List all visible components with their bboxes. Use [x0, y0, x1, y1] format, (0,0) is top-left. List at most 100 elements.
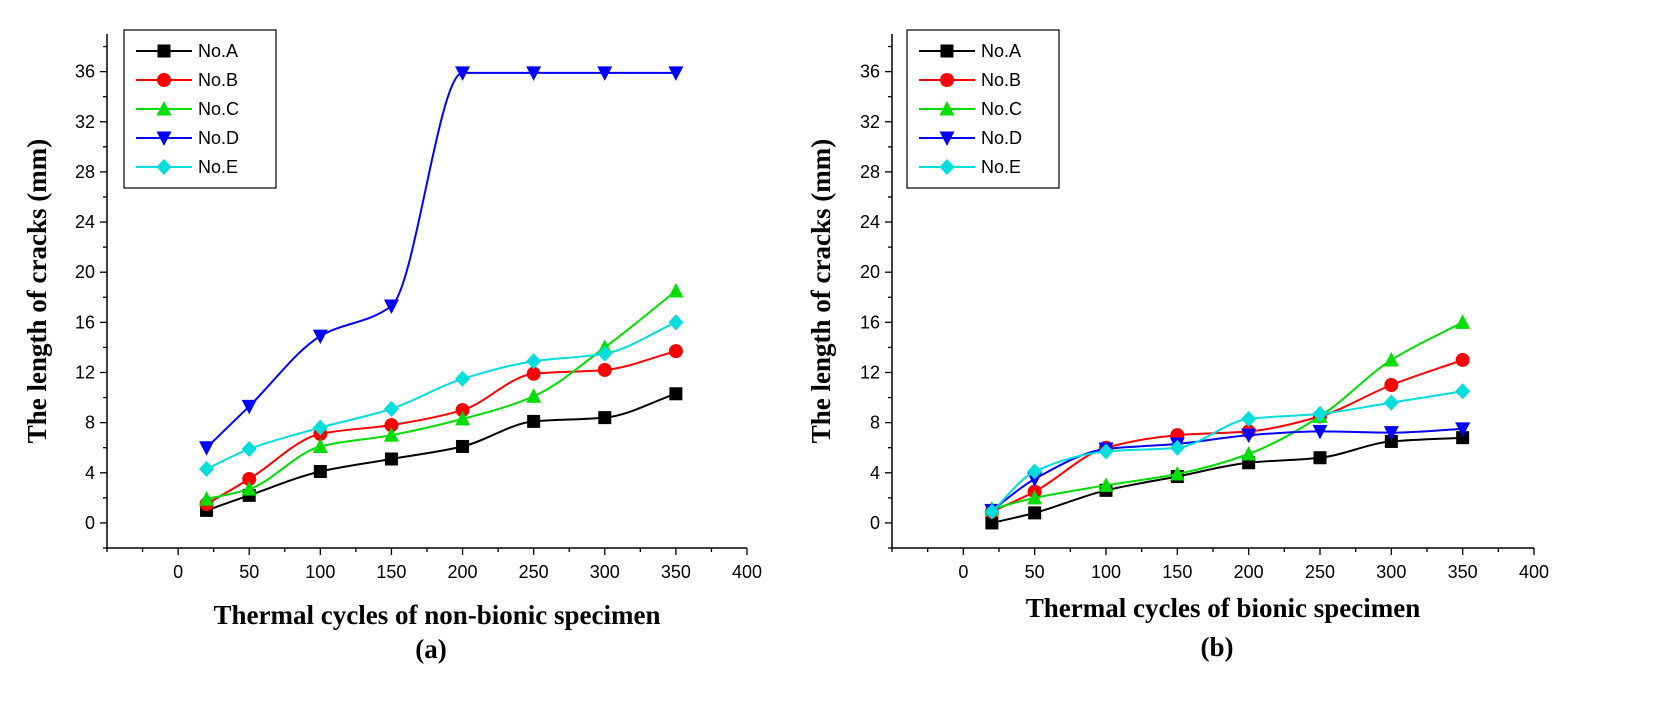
- data-point-no-e: [526, 353, 542, 370]
- data-point-no-a: [1456, 431, 1470, 445]
- data-point-no-b: [668, 344, 683, 359]
- legend-marker-no-e: [939, 159, 955, 175]
- series-line-no-d: [205, 71, 676, 449]
- x-tick-label: 0: [958, 562, 968, 582]
- data-point-no-c: [455, 410, 471, 426]
- data-point-no-c: [668, 283, 684, 298]
- y-axis-title: The length of cracks (mm): [806, 139, 836, 443]
- data-point-no-c: [199, 491, 215, 506]
- data-point-no-b: [455, 403, 470, 418]
- data-point-no-d: [199, 441, 215, 456]
- series-no-c: [984, 314, 1471, 516]
- legend-marker-no-b: [157, 73, 171, 87]
- data-point-no-b: [597, 362, 612, 377]
- legend-label-no-c: No.C: [198, 99, 239, 119]
- legend-label-no-e: No.E: [198, 157, 238, 177]
- legend-label-no-a: No.A: [981, 41, 1021, 61]
- data-point-no-d: [1455, 422, 1471, 437]
- data-point-no-a: [384, 452, 398, 466]
- data-point-no-e: [1312, 405, 1328, 422]
- data-point-no-a: [1313, 451, 1327, 465]
- legend-label-no-e: No.E: [981, 157, 1021, 177]
- legend-label-no-b: No.B: [198, 70, 238, 90]
- x-tick-label: 300: [1376, 562, 1406, 582]
- series-line-no-d: [991, 427, 1463, 512]
- series-line-no-b: [206, 350, 677, 505]
- x-tick-label: 0: [173, 562, 183, 582]
- data-point-no-d: [383, 299, 399, 315]
- data-point-no-c: [526, 388, 542, 403]
- data-point-no-e: [1169, 439, 1185, 456]
- data-point-no-c: [241, 481, 257, 496]
- y-tick-label: 8: [85, 413, 95, 433]
- legend-marker-no-c: [156, 101, 172, 116]
- series-line-no-e: [991, 390, 1463, 513]
- data-point-no-a: [598, 411, 612, 425]
- data-point-no-e: [312, 419, 328, 436]
- data-point-no-c: [383, 427, 399, 442]
- x-tick-label: 350: [661, 562, 691, 582]
- data-point-no-b: [242, 472, 257, 487]
- x-tick-label: 50: [1025, 562, 1045, 582]
- x-tick-label: 250: [1305, 562, 1335, 582]
- data-point-no-a: [1028, 506, 1042, 520]
- data-point-no-e: [984, 503, 1000, 520]
- y-tick-label: 20: [860, 262, 880, 282]
- x-tick-label: 200: [448, 562, 478, 582]
- data-point-no-d: [1241, 428, 1257, 444]
- y-tick-label: 24: [860, 212, 880, 232]
- series-no-a: [985, 431, 1470, 530]
- series-no-e: [984, 383, 1471, 520]
- data-point-no-d: [597, 66, 613, 81]
- data-point-no-c: [312, 438, 328, 453]
- chart-panel-b: 0 4 8 12 16 20 24 28 32 36 0 50 100 150 200 250 300 350 40…: [806, 29, 1549, 662]
- x-tick-label: 400: [732, 562, 762, 582]
- legend-label-no-d: No.D: [981, 128, 1022, 148]
- y-tick-label: 36: [75, 62, 95, 82]
- legend-marker-no-a: [940, 44, 954, 58]
- x-tick-label: 50: [239, 562, 259, 582]
- data-point-no-d: [668, 66, 684, 81]
- y-tick-label: 20: [75, 262, 95, 282]
- x-tick-label: 400: [1519, 562, 1549, 582]
- legend-marker-no-d: [939, 131, 955, 146]
- data-point-no-a: [669, 387, 683, 401]
- y-tick-label: 28: [860, 162, 880, 182]
- series-no-e: [199, 314, 684, 478]
- data-point-no-e: [1241, 410, 1257, 427]
- data-point-no-b: [384, 418, 399, 433]
- data-point-no-a: [1384, 434, 1398, 448]
- data-point-no-e: [1027, 463, 1043, 480]
- legend: No.A No.B No.C No.D No.E: [123, 29, 277, 189]
- y-tick-label: 28: [75, 162, 95, 182]
- data-point-no-d: [455, 66, 471, 81]
- panel-label: (b): [1201, 632, 1234, 662]
- data-point-no-e: [1455, 383, 1471, 400]
- data-point-no-c: [1455, 314, 1471, 329]
- x-tick-label: 150: [376, 562, 406, 582]
- x-tick-label: 100: [1091, 562, 1121, 582]
- chart-panel-a: 0 4 8 12 16 20 24 28 32 36 0 50 100 150 200 250 300 350 40…: [22, 29, 762, 664]
- data-point-no-e: [1383, 394, 1399, 411]
- x-tick-label: 250: [519, 562, 549, 582]
- legend: No.A No.B No.C No.D No.E: [906, 29, 1060, 189]
- x-tick-label: 200: [1234, 562, 1264, 582]
- x-tick-label: 150: [1162, 562, 1192, 582]
- data-point-no-a: [527, 414, 541, 428]
- data-point-no-d: [241, 399, 257, 415]
- legend-marker-no-d: [156, 131, 172, 146]
- data-point-no-b: [526, 366, 541, 381]
- legend-label-no-d: No.D: [198, 128, 239, 148]
- y-tick-label: 0: [870, 513, 880, 533]
- y-tick-label: 12: [75, 362, 95, 382]
- data-point-no-a: [456, 439, 470, 453]
- legend-marker-no-c: [939, 101, 955, 116]
- legend-marker-no-e: [156, 159, 172, 175]
- data-point-no-e: [668, 314, 684, 331]
- legend-label-no-b: No.B: [981, 70, 1021, 90]
- legend-label-no-c: No.C: [981, 99, 1022, 119]
- x-tick-label: 350: [1448, 562, 1478, 582]
- x-axis-title: Thermal cycles of non-bionic specimen: [214, 600, 661, 630]
- data-point-no-c: [1098, 477, 1114, 492]
- data-point-no-e: [455, 370, 471, 387]
